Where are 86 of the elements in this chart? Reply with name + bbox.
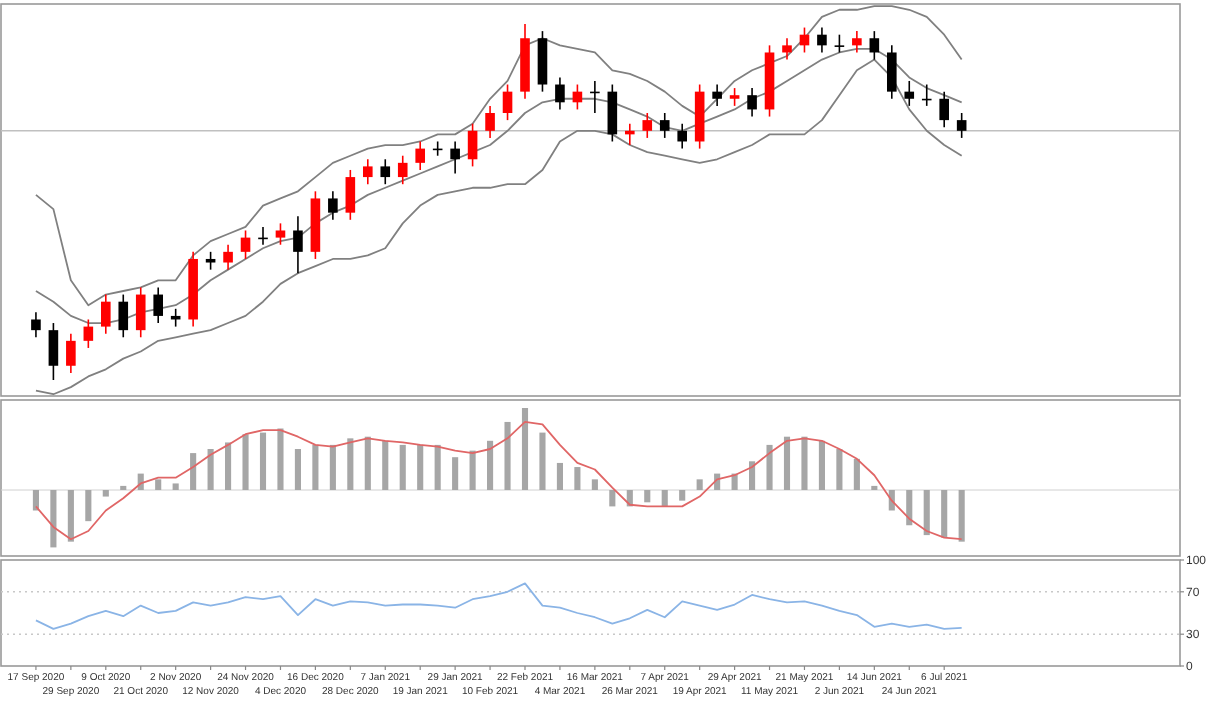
bar: [382, 440, 389, 490]
candlestick: [153, 286, 163, 324]
candlestick: [817, 26, 827, 54]
bar: [207, 449, 214, 490]
bar: [102, 490, 109, 497]
candlestick: [642, 112, 653, 139]
bar: [225, 442, 232, 490]
bar: [836, 449, 843, 490]
bar: [487, 440, 494, 490]
bar: [329, 444, 336, 490]
bar: [434, 444, 441, 490]
bar: [749, 461, 756, 490]
candlestick: [537, 30, 548, 93]
candlestick: [380, 158, 391, 185]
candlestick: [956, 112, 967, 139]
candlestick: [83, 318, 94, 349]
candlestick: [467, 122, 478, 168]
bar: [469, 450, 476, 490]
line-series: [35, 582, 963, 630]
bar: [347, 438, 354, 490]
bar: [923, 490, 930, 536]
candlestick: [747, 87, 757, 118]
bar: [801, 436, 808, 490]
candlestick: [782, 37, 792, 61]
candlestick: [328, 190, 338, 221]
bar: [696, 479, 703, 490]
bar: [312, 444, 319, 490]
bar: [853, 458, 860, 490]
candlestick: [48, 322, 59, 381]
bar: [242, 434, 249, 490]
bar: [67, 490, 74, 542]
bar: [818, 440, 825, 490]
bar: [958, 490, 965, 542]
bar: [32, 490, 39, 511]
bar: [504, 421, 511, 490]
bar: [417, 444, 424, 490]
bar: [190, 453, 197, 490]
bar: [661, 490, 668, 507]
bar: [644, 490, 651, 503]
candlestick: [275, 222, 286, 246]
candlestick: [485, 105, 495, 139]
bar: [277, 428, 284, 490]
candlestick: [31, 311, 41, 339]
bar: [539, 432, 546, 490]
candlestick: [135, 286, 146, 339]
candlestick: [607, 83, 618, 143]
candlestick: [659, 112, 670, 139]
candlestick: [502, 83, 513, 121]
bar: [906, 490, 913, 526]
bar: [521, 408, 529, 490]
bar: [591, 479, 598, 490]
candlestick: [555, 76, 565, 111]
bar: [609, 490, 616, 507]
candlestick: [101, 293, 111, 335]
candlestick: [397, 154, 408, 185]
bar: [259, 432, 267, 490]
candlestick: [345, 169, 356, 221]
candlestick: [852, 30, 862, 54]
bar: [364, 436, 371, 490]
bar: [172, 483, 179, 490]
bar: [85, 490, 92, 522]
bar: [294, 449, 301, 490]
candlestick: [293, 215, 303, 274]
bar: [766, 444, 773, 490]
candlestick: [240, 229, 251, 260]
bar: [50, 490, 57, 548]
candlestick: [363, 158, 373, 185]
candlestick: [904, 80, 915, 107]
candlestick: [869, 30, 880, 61]
bar: [452, 457, 459, 490]
bar: [783, 436, 791, 490]
candlestick: [939, 90, 949, 129]
candlestick: [415, 140, 425, 171]
candlestick: [677, 122, 687, 150]
bar: [399, 444, 406, 490]
candlestick: [223, 243, 233, 271]
bar: [574, 467, 581, 490]
candlestick: [118, 293, 129, 339]
candlestick: [450, 140, 460, 175]
bar: [679, 490, 686, 501]
bar: [155, 479, 162, 490]
candlestick: [887, 44, 897, 100]
candlestick: [712, 83, 722, 107]
bar: [941, 490, 948, 538]
candlestick: [66, 332, 76, 374]
bar: [556, 462, 563, 490]
